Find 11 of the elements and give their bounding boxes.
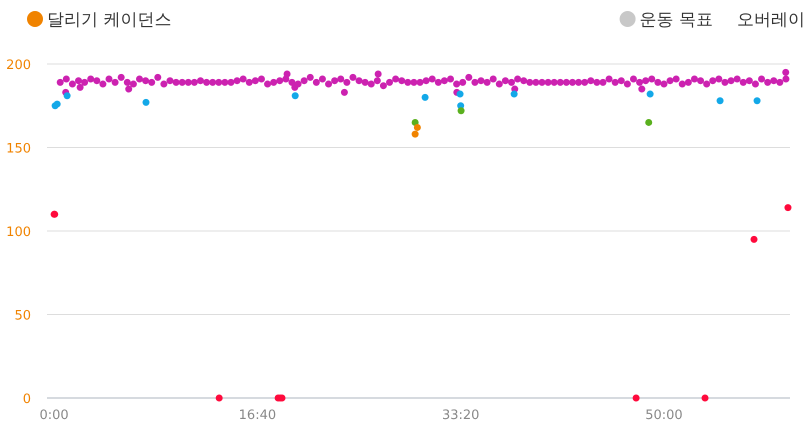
x-tick-label: 0:00 [40, 408, 69, 422]
y-tick-label: 50 [14, 308, 31, 324]
legend-label: 운동 목표 [640, 10, 713, 30]
x-tick-label: 50:00 [645, 408, 683, 422]
x-tick-label: 16:40 [238, 408, 276, 422]
y-tick-label: 0 [22, 392, 31, 407]
y-tick-label: 200 [6, 58, 31, 73]
x-tick-label: 33:20 [442, 408, 480, 422]
legend: 달리기 케이던스 운동 목표 오버레이 [27, 10, 805, 30]
y-tick-label: 100 [6, 225, 31, 240]
y-tick-label: 150 [6, 142, 31, 156]
